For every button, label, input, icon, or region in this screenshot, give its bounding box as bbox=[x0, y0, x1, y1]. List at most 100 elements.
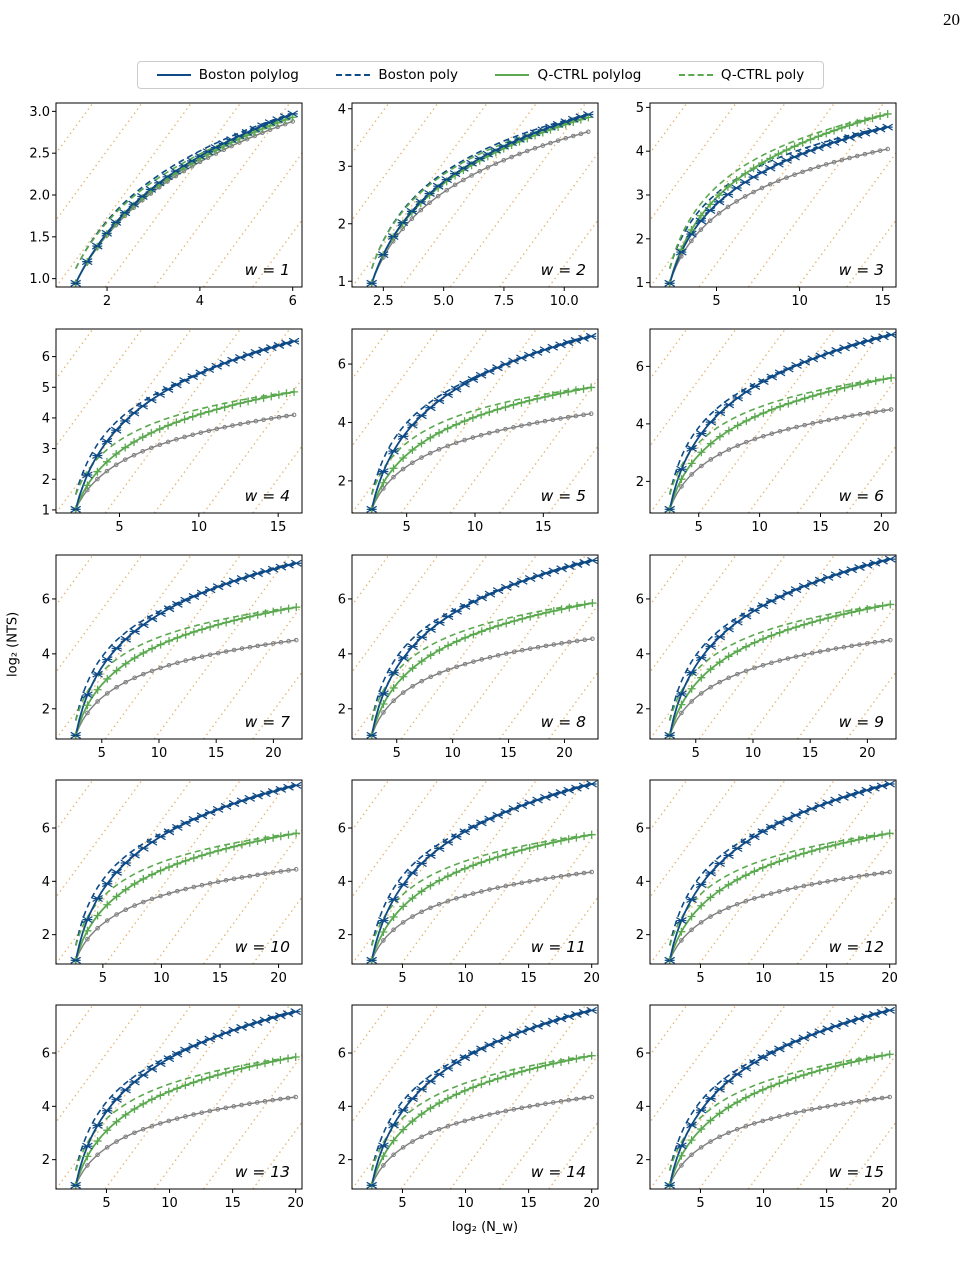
boston-point bbox=[388, 669, 399, 677]
reference-point bbox=[589, 1094, 594, 1100]
reference-point bbox=[175, 888, 180, 894]
y-tick-label: 2 bbox=[42, 928, 50, 943]
boston-point bbox=[695, 654, 707, 662]
guide-line bbox=[647, 780, 782, 964]
reference-point bbox=[479, 1114, 484, 1119]
boston-point bbox=[153, 179, 165, 187]
guide-line bbox=[352, 1005, 390, 1057]
boston-point bbox=[884, 1006, 896, 1014]
qctrl-point bbox=[452, 1090, 461, 1099]
reference-point bbox=[215, 650, 221, 656]
guide-line bbox=[252, 670, 302, 739]
boston-point bbox=[741, 388, 752, 396]
reference-point bbox=[873, 409, 879, 415]
qctrl-point bbox=[138, 433, 147, 442]
qctrl-point bbox=[759, 409, 768, 418]
guide-line bbox=[893, 103, 967, 287]
boston-point bbox=[110, 426, 122, 434]
qctrl-point bbox=[460, 1086, 469, 1095]
qctrl-point bbox=[206, 622, 215, 631]
qctrl-point bbox=[292, 829, 301, 838]
reference-point bbox=[768, 1116, 774, 1121]
y-tick-label: 6 bbox=[636, 592, 644, 607]
qctrl-point bbox=[130, 1105, 139, 1113]
qctrl-point bbox=[443, 872, 452, 881]
boston-point bbox=[467, 823, 479, 831]
boston-point bbox=[749, 1059, 760, 1067]
guide-line bbox=[453, 780, 588, 964]
guide-line bbox=[698, 1005, 836, 1189]
boston-point bbox=[705, 1095, 716, 1103]
reference-point bbox=[559, 641, 564, 646]
guide-line bbox=[351, 780, 486, 964]
boston-point bbox=[425, 404, 436, 412]
axes-frame bbox=[351, 779, 599, 965]
reference-point bbox=[419, 455, 424, 460]
qctrl-point bbox=[93, 911, 102, 920]
qctrl-point bbox=[854, 835, 863, 844]
boston-point bbox=[475, 371, 487, 379]
plot-area bbox=[453, 780, 896, 964]
reference-point bbox=[104, 691, 110, 696]
qctrl-point bbox=[147, 1095, 156, 1104]
reference-point bbox=[717, 909, 722, 915]
boston-point bbox=[885, 331, 896, 339]
reference-point bbox=[511, 882, 517, 887]
qctrl-point bbox=[276, 832, 285, 841]
qctrl-poly-line bbox=[74, 832, 297, 946]
qctrl-point bbox=[541, 1061, 550, 1070]
reference-point bbox=[270, 870, 276, 875]
guide-line bbox=[797, 829, 896, 964]
guide-line bbox=[8, 780, 143, 964]
reference-point bbox=[785, 887, 790, 892]
qctrl-point bbox=[230, 842, 239, 851]
reference-point bbox=[123, 907, 128, 912]
guide-line bbox=[746, 1005, 881, 1189]
reference-point bbox=[495, 653, 501, 658]
guide-line bbox=[650, 780, 786, 964]
reference-point bbox=[207, 1108, 213, 1114]
guide-line bbox=[797, 604, 896, 739]
boston-point bbox=[442, 1064, 454, 1072]
boston-point bbox=[766, 373, 778, 381]
x-tick-label: 10 bbox=[153, 971, 170, 986]
boston-point bbox=[765, 1049, 777, 1057]
guide-line bbox=[499, 829, 598, 964]
reference-point bbox=[581, 1095, 587, 1101]
qctrl-point bbox=[878, 1051, 887, 1060]
y-tick-label: 4 bbox=[636, 417, 644, 432]
boston-point bbox=[740, 1064, 752, 1072]
x-tick-label: 7.5 bbox=[494, 294, 515, 309]
x-tick-label: 10 bbox=[791, 294, 808, 309]
boston-point bbox=[714, 859, 725, 868]
qctrl-point bbox=[525, 1065, 534, 1074]
boston-point bbox=[449, 170, 461, 178]
boston-point bbox=[416, 859, 427, 868]
qctrl-polylog-line bbox=[370, 116, 589, 284]
y-tick-label: 4 bbox=[338, 875, 346, 890]
reference-point bbox=[104, 918, 110, 923]
guide-line bbox=[0, 329, 44, 513]
qctrl-point bbox=[485, 1077, 494, 1086]
reference-point bbox=[261, 417, 266, 423]
qctrl-point bbox=[855, 606, 864, 615]
guide-line bbox=[207, 329, 342, 513]
plot-area bbox=[352, 329, 598, 513]
x-tick-label: 10 bbox=[151, 746, 168, 761]
reference-point bbox=[590, 636, 595, 642]
qctrl-point bbox=[389, 233, 398, 242]
guide-line bbox=[352, 780, 390, 832]
qctrl-point bbox=[112, 450, 121, 459]
reference-point bbox=[707, 218, 713, 224]
qctrl-point bbox=[469, 861, 478, 870]
qctrl-point bbox=[706, 1116, 715, 1125]
panel: 5 10 15 20 2 4 6 w = 10 bbox=[42, 779, 486, 986]
boston-point bbox=[695, 881, 707, 889]
plot-area bbox=[650, 103, 896, 287]
qctrl-point bbox=[399, 672, 408, 681]
boston-point bbox=[416, 1085, 427, 1093]
boston-point bbox=[739, 178, 751, 186]
reference-point bbox=[872, 639, 878, 645]
qctrl-point bbox=[253, 610, 262, 619]
boston-point bbox=[484, 590, 496, 598]
